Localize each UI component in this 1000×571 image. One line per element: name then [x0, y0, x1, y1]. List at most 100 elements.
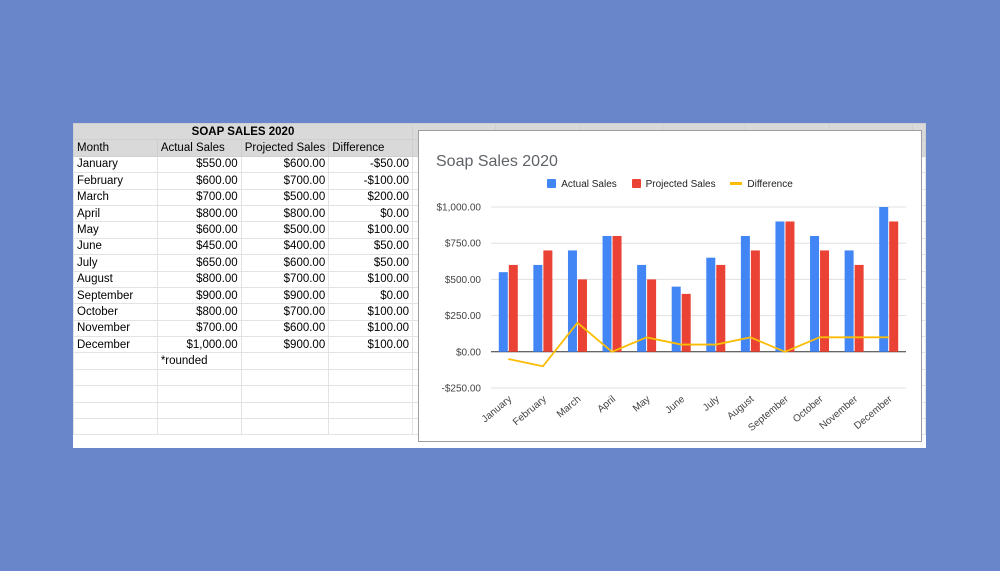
value-cell[interactable]: $50.00 [328, 254, 414, 272]
legend-label-projected: Projected Sales [645, 179, 716, 190]
empty-cell[interactable] [328, 418, 414, 436]
legend-item-actual-sales[interactable]: Actual Sales [547, 179, 617, 190]
x-tick-label: March [555, 394, 583, 420]
month-cell[interactable]: December [73, 336, 158, 354]
month-cell[interactable]: May [73, 221, 158, 239]
y-tick-label: $1,000.00 [437, 203, 482, 214]
month-cell[interactable]: August [73, 270, 158, 288]
value-cell[interactable]: -$100.00 [328, 172, 414, 190]
value-cell[interactable]: $600.00 [156, 172, 242, 190]
column-header[interactable]: Difference [328, 139, 414, 157]
value-cell[interactable]: $0.00 [328, 286, 414, 305]
empty-cell[interactable] [156, 368, 242, 387]
value-cell[interactable]: $1,000.00 [156, 336, 242, 354]
value-cell[interactable]: $800.00 [156, 303, 242, 321]
value-cell[interactable]: $500.00 [240, 188, 330, 206]
empty-cell[interactable] [328, 352, 414, 370]
empty-cell[interactable] [73, 385, 158, 403]
legend-item-projected-sales[interactable]: Projected Sales [631, 179, 716, 190]
empty-cell[interactable] [73, 401, 158, 420]
empty-cell[interactable] [240, 418, 330, 436]
x-tick-label: July [701, 394, 722, 414]
value-cell[interactable]: -$50.00 [328, 155, 414, 174]
sheet-title-cell[interactable]: SOAP SALES 2020 [73, 123, 414, 141]
empty-cell[interactable] [156, 418, 242, 436]
empty-cell[interactable] [240, 385, 330, 403]
empty-cell[interactable] [240, 401, 330, 420]
empty-cell[interactable] [328, 401, 414, 420]
bar-projected-november [854, 264, 864, 352]
value-cell[interactable]: $100.00 [328, 336, 414, 354]
value-cell[interactable]: $900.00 [240, 286, 330, 305]
empty-cell[interactable] [73, 352, 158, 370]
value-cell[interactable]: $650.00 [156, 254, 242, 272]
bar-actual-january [498, 272, 508, 352]
month-cell[interactable]: October [73, 303, 158, 321]
column-header[interactable]: Month [73, 139, 158, 157]
bar-actual-june [671, 286, 681, 352]
bar-actual-december [879, 207, 889, 352]
value-cell[interactable]: $400.00 [240, 237, 330, 256]
value-cell[interactable]: $100.00 [328, 221, 414, 239]
column-header[interactable]: Actual Sales [156, 139, 242, 157]
value-cell[interactable]: $800.00 [156, 204, 242, 223]
value-cell[interactable]: $600.00 [240, 254, 330, 272]
value-cell[interactable]: $800.00 [240, 204, 330, 223]
value-cell[interactable]: $700.00 [240, 172, 330, 190]
month-cell[interactable]: June [73, 237, 158, 256]
value-cell[interactable]: $50.00 [328, 237, 414, 256]
y-tick-label: $250.00 [445, 311, 482, 322]
note-cell[interactable]: *rounded [156, 352, 242, 370]
bar-actual-july [706, 257, 716, 352]
bar-projected-june [681, 293, 691, 352]
value-cell[interactable]: $100.00 [328, 303, 414, 321]
month-cell[interactable]: April [73, 204, 158, 223]
value-cell[interactable]: $700.00 [156, 188, 242, 206]
chart-canvas: -$250.00 $0.00 $250.00 $500.00 $750.00 $1,000… [437, 203, 906, 434]
empty-cell[interactable] [156, 401, 242, 420]
value-cell[interactable]: $900.00 [240, 336, 330, 354]
chart-title: Soap Sales 2020 [436, 153, 558, 170]
empty-cell[interactable] [73, 418, 158, 436]
empty-cell[interactable] [240, 368, 330, 387]
empty-cell[interactable] [328, 385, 414, 403]
value-cell[interactable]: $700.00 [240, 270, 330, 288]
empty-cell[interactable] [73, 368, 158, 387]
month-cell[interactable]: January [73, 155, 158, 174]
value-cell[interactable]: $200.00 [328, 188, 414, 206]
x-tick-label: June [663, 394, 687, 417]
value-cell[interactable]: $800.00 [156, 270, 242, 288]
value-cell[interactable]: $600.00 [240, 155, 330, 174]
month-cell[interactable]: November [73, 319, 158, 338]
value-cell[interactable]: $600.00 [156, 221, 242, 239]
bar-actual-september [775, 221, 785, 352]
empty-cell[interactable] [240, 352, 330, 370]
empty-cell[interactable] [328, 368, 414, 387]
bar-actual-november [844, 250, 854, 352]
value-cell[interactable]: $100.00 [328, 270, 414, 288]
value-cell[interactable]: $700.00 [156, 319, 242, 338]
month-cell[interactable]: February [73, 172, 158, 190]
line-difference [508, 321, 889, 368]
chart-panel[interactable]: -$250.00 $0.00 $250.00 $500.00 $750.00 $1,000… [418, 130, 922, 442]
bar-projected-april [612, 235, 622, 352]
column-header[interactable]: Projected Sales [240, 139, 330, 157]
legend-label-actual: Actual Sales [561, 179, 617, 190]
month-cell[interactable]: March [73, 188, 158, 206]
spreadsheet[interactable]: SOAP SALES 2020 Month Actual Sales Projecte… [73, 123, 926, 448]
value-cell[interactable]: $600.00 [240, 319, 330, 338]
value-cell[interactable]: $500.00 [240, 221, 330, 239]
bar-projected-september [785, 221, 795, 352]
month-cell[interactable]: September [73, 286, 158, 305]
value-cell[interactable]: $100.00 [328, 319, 414, 338]
x-tick-label: April [596, 394, 618, 415]
empty-cell[interactable] [156, 385, 242, 403]
value-cell[interactable]: $450.00 [156, 237, 242, 256]
month-cell[interactable]: July [73, 254, 158, 272]
value-cell[interactable]: $550.00 [156, 155, 242, 174]
x-tick-label: August [725, 394, 756, 423]
value-cell[interactable]: $0.00 [328, 204, 414, 223]
legend-item-difference[interactable]: Difference [730, 179, 793, 190]
value-cell[interactable]: $900.00 [156, 286, 242, 305]
value-cell[interactable]: $700.00 [240, 303, 330, 321]
